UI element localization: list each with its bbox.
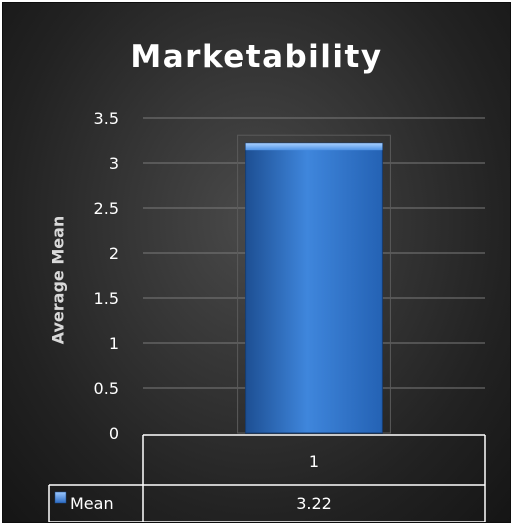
y-tick-label: 2.5 (94, 199, 119, 218)
y-tick-label: 0 (109, 424, 119, 443)
chart-title: Marketability (130, 39, 383, 75)
bar (245, 142, 383, 434)
y-tick-label: 0.5 (94, 379, 119, 398)
table-category-label: 1 (309, 452, 319, 471)
y-tick-label: 1 (109, 334, 119, 353)
legend-series-label: Mean (70, 494, 114, 513)
y-tick-label: 2 (109, 244, 119, 263)
data-table-value: 3.22 (296, 494, 332, 513)
y-tick-label: 3.5 (94, 109, 119, 128)
y-tick-label: 1.5 (94, 289, 119, 308)
legend-key-icon (54, 491, 67, 504)
bar-cap (245, 143, 383, 151)
plot-svg: 0 0.5 1 1.5 2 2.5 3 3.5 1 3.22 Mean (48, 109, 486, 522)
y-tick-label: 3 (109, 154, 119, 173)
